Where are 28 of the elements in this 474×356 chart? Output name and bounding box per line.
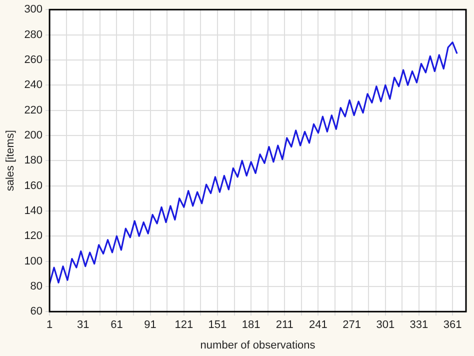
y-tick-label: 260 <box>24 54 43 66</box>
y-tick-label: 220 <box>24 104 43 116</box>
y-tick-label: 160 <box>24 180 43 192</box>
y-tick-label: 140 <box>24 204 43 217</box>
x-tick-label: 271 <box>342 319 361 332</box>
y-tick-label: 280 <box>24 28 43 41</box>
x-axis-title: number of observations <box>200 339 316 352</box>
x-tick-label: 151 <box>208 319 227 332</box>
x-tick-label: 241 <box>309 319 328 332</box>
y-tick-label: 100 <box>24 255 43 268</box>
y-tick-label: 60 <box>30 306 43 318</box>
y-tick-label: 300 <box>24 4 43 16</box>
x-tick-label: 1 <box>46 319 53 332</box>
y-tick-label: 240 <box>24 79 43 92</box>
y-tick-label: 80 <box>30 280 43 292</box>
y-tick-label: 180 <box>24 154 43 167</box>
y-axis-title: sales [items] <box>4 130 17 192</box>
x-tick-label: 361 <box>443 319 462 332</box>
x-tick-label: 31 <box>77 319 90 332</box>
x-tick-label: 301 <box>376 319 395 332</box>
x-tick-label: 211 <box>276 319 294 332</box>
x-tick-label: 181 <box>242 319 260 332</box>
x-tick-label: 91 <box>144 319 156 332</box>
x-tick-label: 121 <box>174 319 194 332</box>
x-tick-label: 331 <box>410 319 428 332</box>
y-tick-label: 200 <box>24 129 43 142</box>
y-tick-label: 120 <box>24 230 43 242</box>
x-tick-label: 61 <box>110 319 123 332</box>
